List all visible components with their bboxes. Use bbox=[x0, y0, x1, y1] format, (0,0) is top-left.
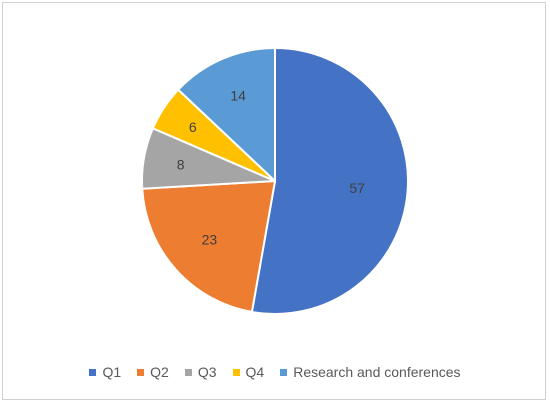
data-label-research-and-conferences: 14 bbox=[230, 88, 246, 104]
legend-swatch bbox=[184, 368, 192, 376]
data-label-q1: 57 bbox=[349, 180, 365, 196]
data-label-q3: 8 bbox=[177, 156, 185, 172]
data-label-q4: 6 bbox=[189, 119, 197, 135]
legend-label: Q4 bbox=[245, 364, 265, 380]
legend-label: Q3 bbox=[197, 364, 217, 380]
legend-item-q3: Q3 bbox=[184, 364, 217, 380]
legend-swatch bbox=[232, 368, 240, 376]
pie-slice-q1 bbox=[250, 46, 409, 315]
legend-label: Q2 bbox=[150, 364, 169, 380]
chart-legend: Q1 Q2 Q3 Q4 Research and conferences bbox=[0, 361, 550, 383]
pie-slice-q2 bbox=[141, 179, 277, 314]
legend-label: Q1 bbox=[102, 364, 122, 380]
pie-data-labels: 57 23 8 6 14 bbox=[177, 88, 365, 248]
legend-swatch bbox=[137, 368, 145, 376]
legend-swatch bbox=[89, 368, 97, 376]
legend-swatch bbox=[280, 368, 288, 376]
pie-slice-research-and-conferences bbox=[176, 46, 276, 184]
pie-slices bbox=[141, 46, 409, 315]
data-label-q2: 23 bbox=[202, 231, 218, 247]
legend-item-q2: Q2 bbox=[137, 364, 169, 380]
legend-item-research-and-conferences: Research and conferences bbox=[280, 364, 461, 380]
legend-item-q1: Q1 bbox=[89, 364, 121, 380]
legend-label: Research and conferences bbox=[293, 364, 461, 380]
legend-item-q4: Q4 bbox=[232, 364, 265, 380]
